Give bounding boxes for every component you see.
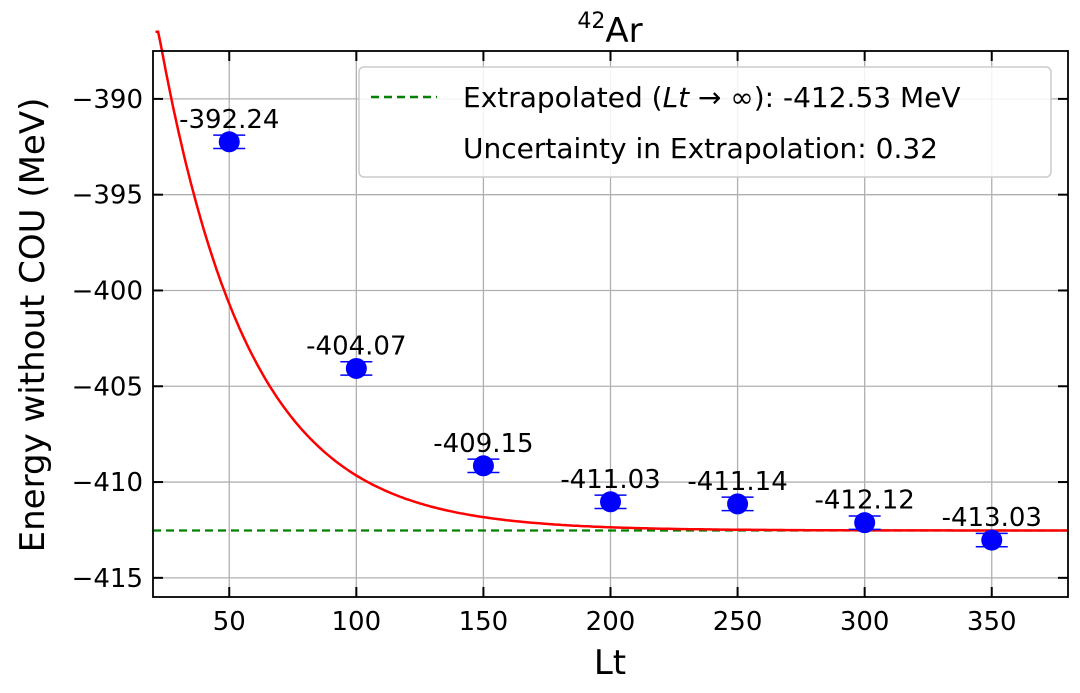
tick-labels-group: 50 100 150 200 250 300 350 −390 −395 −400 −405 −410…: [72, 85, 1017, 637]
title-superscript: 42: [577, 9, 605, 34]
legend: Extrapolated (Lt → ∞): -412.53 MeV Uncer…: [358, 66, 1052, 178]
y-axis-label: Energy without COU (MeV): [13, 98, 53, 553]
data-point: [218, 131, 240, 153]
title-main: Ar: [605, 11, 642, 51]
legend-box: [358, 66, 1052, 178]
y-tick-label: −415: [72, 564, 143, 594]
data-label: -392.24: [179, 105, 279, 135]
data-point: [727, 493, 749, 515]
legend-arrow: → ∞: [689, 81, 754, 114]
data-label: -412.12: [814, 486, 914, 516]
data-points-group: [218, 131, 1003, 551]
legend-prefix: Extrapolated (: [463, 81, 663, 114]
y-tick-label: −410: [72, 468, 143, 498]
data-point: [472, 455, 494, 477]
data-point: [981, 529, 1003, 551]
data-labels-group: -392.24 -404.07 -409.15 -411.03 -411.14 -412.…: [179, 105, 1042, 533]
data-label: -409.15: [433, 429, 533, 459]
legend-entry-extrapolated: Extrapolated (Lt → ∞): -412.53 MeV: [463, 81, 961, 114]
x-tick-label: 150: [459, 607, 509, 637]
y-tick-label: −400: [72, 276, 143, 306]
x-tick-label: 300: [840, 607, 890, 637]
x-tick-label: 100: [332, 607, 382, 637]
fit-curve: [155, 30, 1068, 532]
y-tick-label: −395: [72, 181, 143, 211]
y-tick-label: −405: [72, 372, 143, 402]
x-tick-label: 250: [713, 607, 763, 637]
data-label: -404.07: [306, 331, 406, 361]
x-tick-label: 350: [967, 607, 1017, 637]
data-label: -411.14: [687, 467, 787, 497]
x-tick-label: 50: [213, 607, 246, 637]
data-point: [345, 357, 367, 379]
legend-entry-uncertainty: Uncertainty in Extrapolation: 0.32: [463, 132, 938, 165]
legend-suffix: ): -412.53 MeV: [754, 81, 961, 114]
data-point: [854, 512, 876, 534]
ticks-group: [153, 51, 1068, 597]
chart-title: 42Ar: [577, 9, 642, 51]
legend-var: Lt: [663, 81, 691, 114]
data-label: -411.03: [560, 465, 660, 495]
x-axis-label: Lt: [594, 643, 626, 683]
data-label: -413.03: [942, 503, 1042, 533]
y-tick-label: −390: [72, 85, 143, 115]
data-point: [600, 491, 621, 513]
x-tick-label: 200: [586, 607, 636, 637]
fit-curve-group: [155, 30, 1068, 532]
